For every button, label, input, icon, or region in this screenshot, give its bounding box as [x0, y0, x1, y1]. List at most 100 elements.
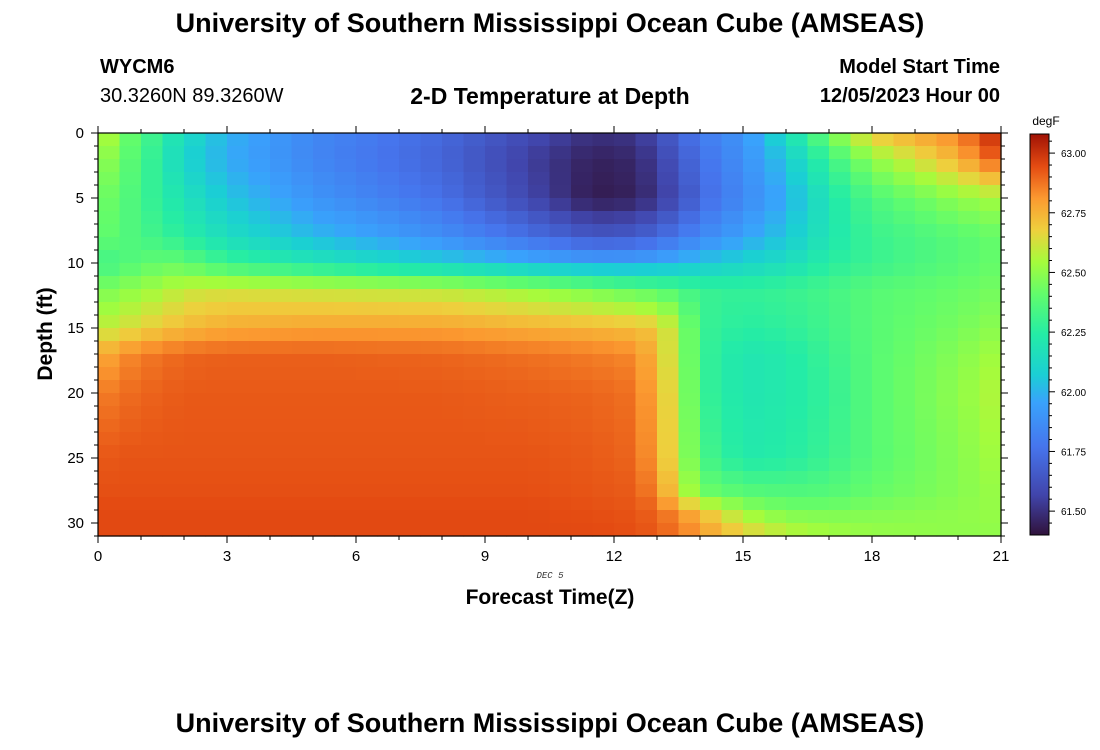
heatmap-cell	[399, 198, 422, 212]
heatmap-cell	[291, 185, 314, 199]
heatmap-cell	[807, 419, 830, 433]
heatmap-cell	[678, 276, 701, 290]
heatmap-cell	[141, 393, 164, 407]
heatmap-cell	[377, 211, 400, 225]
heatmap-cell	[227, 315, 250, 329]
heatmap-cell	[915, 341, 938, 355]
heatmap-cell	[356, 432, 379, 446]
heatmap-cell	[184, 341, 207, 355]
heatmap-cell	[872, 224, 895, 238]
heatmap-cell	[915, 198, 938, 212]
heatmap-cell	[635, 393, 658, 407]
heatmap-cell	[721, 263, 744, 277]
heatmap-cell	[721, 237, 744, 251]
heatmap-cell	[227, 159, 250, 173]
heatmap-cell	[119, 341, 142, 355]
heatmap-cell	[248, 419, 271, 433]
heatmap-cell	[571, 146, 594, 160]
heatmap-cell	[162, 445, 185, 459]
heatmap-cell	[356, 133, 379, 147]
heatmap-cell	[829, 523, 852, 537]
heatmap-cell	[893, 393, 916, 407]
heatmap-cell	[678, 380, 701, 394]
heatmap-cell	[614, 289, 637, 303]
heatmap-cell	[657, 159, 680, 173]
heatmap-cell	[463, 185, 486, 199]
heatmap-cell	[184, 237, 207, 251]
heatmap-cell	[119, 432, 142, 446]
heatmap-cell	[979, 471, 1002, 485]
heatmap-cell	[764, 471, 787, 485]
heatmap-cell	[227, 289, 250, 303]
heatmap-cell	[872, 523, 895, 537]
heatmap-cell	[205, 263, 228, 277]
heatmap-cell	[700, 471, 723, 485]
heatmap-cell	[764, 211, 787, 225]
heatmap-cell	[98, 185, 121, 199]
heatmap-cell	[162, 406, 185, 420]
heatmap-cell	[291, 341, 314, 355]
heatmap-cell	[227, 328, 250, 342]
heatmap-cell	[141, 133, 164, 147]
heatmap-cell	[377, 263, 400, 277]
heatmap-cell	[313, 146, 336, 160]
heatmap-cell	[356, 341, 379, 355]
heatmap-cell	[463, 380, 486, 394]
heatmap-cell	[184, 393, 207, 407]
heatmap-cell	[979, 289, 1002, 303]
heatmap-cell	[313, 445, 336, 459]
heatmap-cell	[915, 315, 938, 329]
heatmap-cell	[399, 185, 422, 199]
heatmap-cell	[807, 237, 830, 251]
heatmap-cell	[614, 315, 637, 329]
heatmap-cell	[485, 341, 508, 355]
heatmap-cell	[141, 458, 164, 472]
heatmap-cell	[141, 211, 164, 225]
heatmap-cell	[162, 484, 185, 498]
heatmap-cell	[291, 523, 314, 537]
heatmap-cell	[614, 237, 637, 251]
heatmap-cell	[700, 224, 723, 238]
heatmap-cell	[872, 289, 895, 303]
heatmap-cell	[98, 406, 121, 420]
heatmap-cell	[614, 133, 637, 147]
heatmap-cell	[227, 341, 250, 355]
heatmap-cell	[764, 315, 787, 329]
heatmap-cell	[915, 224, 938, 238]
heatmap-cell	[506, 406, 529, 420]
heatmap-cell	[205, 341, 228, 355]
heatmap-cell	[850, 159, 873, 173]
heatmap-cell	[506, 315, 529, 329]
heatmap-cell	[657, 224, 680, 238]
heatmap-cell	[743, 380, 766, 394]
heatmap-cell	[141, 484, 164, 498]
heatmap-cell	[506, 237, 529, 251]
heatmap-cell	[721, 133, 744, 147]
heatmap-cell	[205, 471, 228, 485]
heatmap-cell	[270, 146, 293, 160]
heatmap-cell	[872, 250, 895, 264]
heatmap-cell	[528, 302, 551, 316]
heatmap-cell	[270, 328, 293, 342]
heatmap-cell	[915, 289, 938, 303]
heatmap-cell	[377, 367, 400, 381]
heatmap-cell	[764, 432, 787, 446]
heatmap-cell	[807, 185, 830, 199]
heatmap-cell	[313, 406, 336, 420]
heatmap-cell	[958, 146, 981, 160]
heatmap-cell	[764, 328, 787, 342]
heatmap-cell	[227, 263, 250, 277]
heatmap-cell	[958, 406, 981, 420]
heatmap-cell	[850, 185, 873, 199]
heatmap-cell	[205, 406, 228, 420]
heatmap-cell	[184, 224, 207, 238]
heatmap-cell	[807, 523, 830, 537]
heatmap-cell	[936, 341, 959, 355]
heatmap-cell	[700, 406, 723, 420]
heatmap-cell	[807, 341, 830, 355]
heatmap-cell	[915, 445, 938, 459]
heatmap-cell	[442, 380, 465, 394]
heatmap-cell	[463, 315, 486, 329]
heatmap-cell	[764, 367, 787, 381]
heatmap-cell	[635, 510, 658, 524]
